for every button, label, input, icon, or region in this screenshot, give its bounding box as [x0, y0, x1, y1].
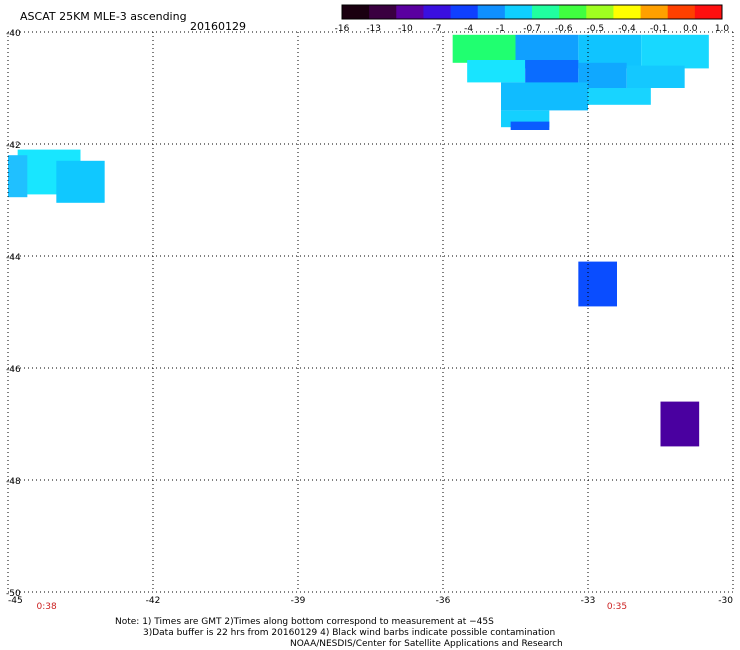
colorbar-segment [423, 5, 452, 19]
wind-cell [660, 401, 700, 447]
colorbar-segment [559, 5, 587, 19]
wind-cell [578, 261, 617, 307]
colorbar-tick-label: -13 [366, 24, 381, 34]
lon-label: -33 [581, 596, 596, 606]
lat-label: -46 [6, 365, 21, 375]
wind-cell [641, 34, 709, 69]
colorbar-tick-label: -0.7 [523, 24, 541, 34]
lon-label: -36 [436, 596, 451, 606]
lon-label: -39 [291, 596, 306, 606]
colorbar-tick-label: -4 [464, 24, 473, 34]
lat-label: -50 [6, 589, 21, 599]
colorbar-segment [586, 5, 614, 19]
lon-label: -30 [718, 596, 733, 606]
wind-cell [452, 34, 516, 63]
footer-credit: NOAA/NESDIS/Center for Satellite Applica… [290, 639, 563, 649]
wind-cell [8, 155, 28, 198]
lon-label: -45 [8, 596, 23, 606]
wind-cell [588, 88, 651, 105]
colorbar-segment [532, 5, 560, 19]
colorbar-segment [504, 5, 533, 19]
colorbar: -16 -13 -10 -7 -4 -1 -0.7 -0.6 -0.5 -0.4 -0.1 0.0 1.… [335, 4, 730, 34]
colorbar-segment [613, 5, 642, 19]
footer-note-2: 3)Data buffer is 22 hrs from 20160129 4)… [143, 628, 556, 638]
colorbar-segment [694, 5, 723, 19]
wind-cell [578, 34, 642, 69]
product-date: 20160129 [190, 20, 246, 33]
colorbar-tick-label: 0.0 [683, 24, 698, 34]
colorbar-segment [450, 5, 479, 19]
colorbar-segment [640, 5, 669, 19]
colorbar-tick-label: -7 [433, 24, 442, 34]
colorbar-tick-label: -1 [496, 24, 505, 34]
wind-cell [510, 121, 550, 130]
lat-label: -42 [6, 141, 21, 151]
colorbar-segment [396, 5, 424, 19]
wind-cell [467, 60, 526, 83]
colorbar-tick-label: -0.4 [618, 24, 636, 34]
product-title: ASCAT 25KM MLE-3 ascending [20, 10, 187, 23]
lat-label: -44 [6, 253, 21, 263]
colorbar-tick-label: -10 [398, 24, 413, 34]
colorbar-tick-label: -0.1 [650, 24, 668, 34]
wind-cell [56, 160, 105, 203]
colorbar-segment [667, 5, 696, 19]
colorbar-tick-label: 1.0 [715, 24, 730, 34]
lat-label: -48 [6, 477, 21, 487]
colorbar-tick-label: -0.5 [587, 24, 605, 34]
colorbar-segment [369, 5, 397, 19]
lat-label: -40 [6, 29, 21, 39]
colorbar-segment [342, 5, 370, 19]
colorbar-border [341, 4, 723, 20]
time-label: 0:35 [607, 602, 627, 612]
colorbar-segment [477, 5, 506, 19]
footer-note-1: Note: 1) Times are GMT 2)Times along bot… [115, 617, 494, 627]
wind-cell [501, 82, 588, 111]
colorbar-tick-label: -16 [335, 24, 350, 34]
colorbar-tick-label: -0.6 [555, 24, 573, 34]
time-label: 0:38 [37, 602, 57, 612]
lon-label: -42 [146, 596, 161, 606]
wind-cell [626, 65, 685, 88]
